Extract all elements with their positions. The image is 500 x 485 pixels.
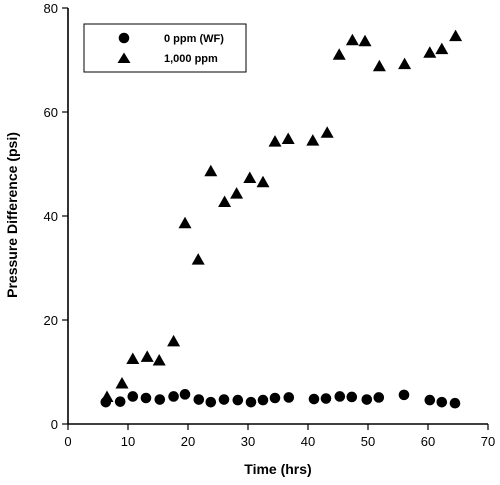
data-point-1000ppm [140,350,154,362]
data-point-0ppm [205,396,217,408]
legend-label-1000ppm: 1,000 ppm [164,53,218,65]
y-tick-label: 80 [44,1,58,16]
y-tick-label: 60 [44,105,58,120]
x-tick-label: 50 [361,434,375,449]
data-point-1000ppm [372,59,386,72]
data-point-0ppm [154,394,166,405]
data-point-0ppm [127,391,139,402]
data-point-0ppm [373,392,385,403]
data-point-1000ppm [268,135,282,147]
data-point-1000ppm [332,48,346,60]
x-tick-label: 10 [121,434,135,449]
data-point-0ppm [308,393,320,405]
data-point-0ppm [424,394,436,406]
data-point-1000ppm [178,216,192,229]
data-point-0ppm [245,396,257,408]
data-point-1000ppm [435,42,449,55]
x-tick-label: 60 [421,434,435,449]
data-point-1000ppm [218,195,232,207]
data-point-0ppm [218,394,230,405]
data-point-1000ppm [398,57,412,70]
data-point-1000ppm [204,164,218,177]
x-tick-label: 70 [481,434,495,449]
x-axis-ticks: 0 10 20 30 40 50 60 70 [64,424,495,449]
x-tick-label: 0 [64,434,71,449]
data-point-0ppm [449,397,461,409]
data-point-1000ppm [345,33,359,46]
y-tick-label: 40 [44,209,58,224]
y-tick-label: 0 [51,417,58,432]
legend: 0 ppm (WF) 1,000 ppm [83,23,247,73]
data-point-1000ppm [320,126,334,138]
data-point-1000ppm [243,171,257,184]
data-point-0ppm [257,394,269,406]
data-point-1000ppm [100,390,114,402]
data-point-1000ppm [306,134,320,146]
data-point-0ppm [346,391,358,403]
data-points [100,29,463,409]
data-point-0ppm [269,392,281,404]
data-point-1000ppm [256,175,270,188]
data-point-0ppm [436,396,448,408]
y-axis-ticks: 0 20 40 60 80 [44,1,68,432]
data-point-1000ppm [358,34,372,47]
x-tick-label: 30 [241,434,255,449]
data-point-0ppm [283,392,295,403]
data-point-1000ppm [281,132,295,145]
data-point-1000ppm [115,376,129,389]
data-point-0ppm [361,394,373,405]
data-point-0ppm [232,394,244,406]
legend-box [83,23,247,73]
data-point-0ppm [114,396,126,407]
data-point-0ppm [334,391,346,402]
data-point-0ppm [168,391,179,402]
data-point-1000ppm [230,187,244,199]
legend-marker-0ppm [118,32,130,44]
x-axis-title: Time (hrs) [244,461,311,477]
data-point-0ppm [193,394,205,405]
y-tick-label: 20 [44,313,58,328]
data-point-1000ppm [449,29,463,42]
x-tick-label: 40 [301,434,315,449]
data-point-0ppm [179,389,191,400]
x-tick-label: 20 [181,434,195,449]
data-point-1000ppm [152,354,166,366]
y-axis-title: Pressure Difference (psi) [4,132,20,298]
data-point-1000ppm [167,334,181,347]
data-point-1000ppm [423,46,437,58]
data-point-0ppm [140,392,152,404]
data-point-1000ppm [126,352,140,364]
data-point-0ppm [398,389,410,401]
legend-marker-1000ppm [117,52,131,63]
legend-label-0ppm: 0 ppm (WF) [164,33,224,45]
data-point-0ppm [320,393,332,404]
data-point-1000ppm [191,253,205,265]
